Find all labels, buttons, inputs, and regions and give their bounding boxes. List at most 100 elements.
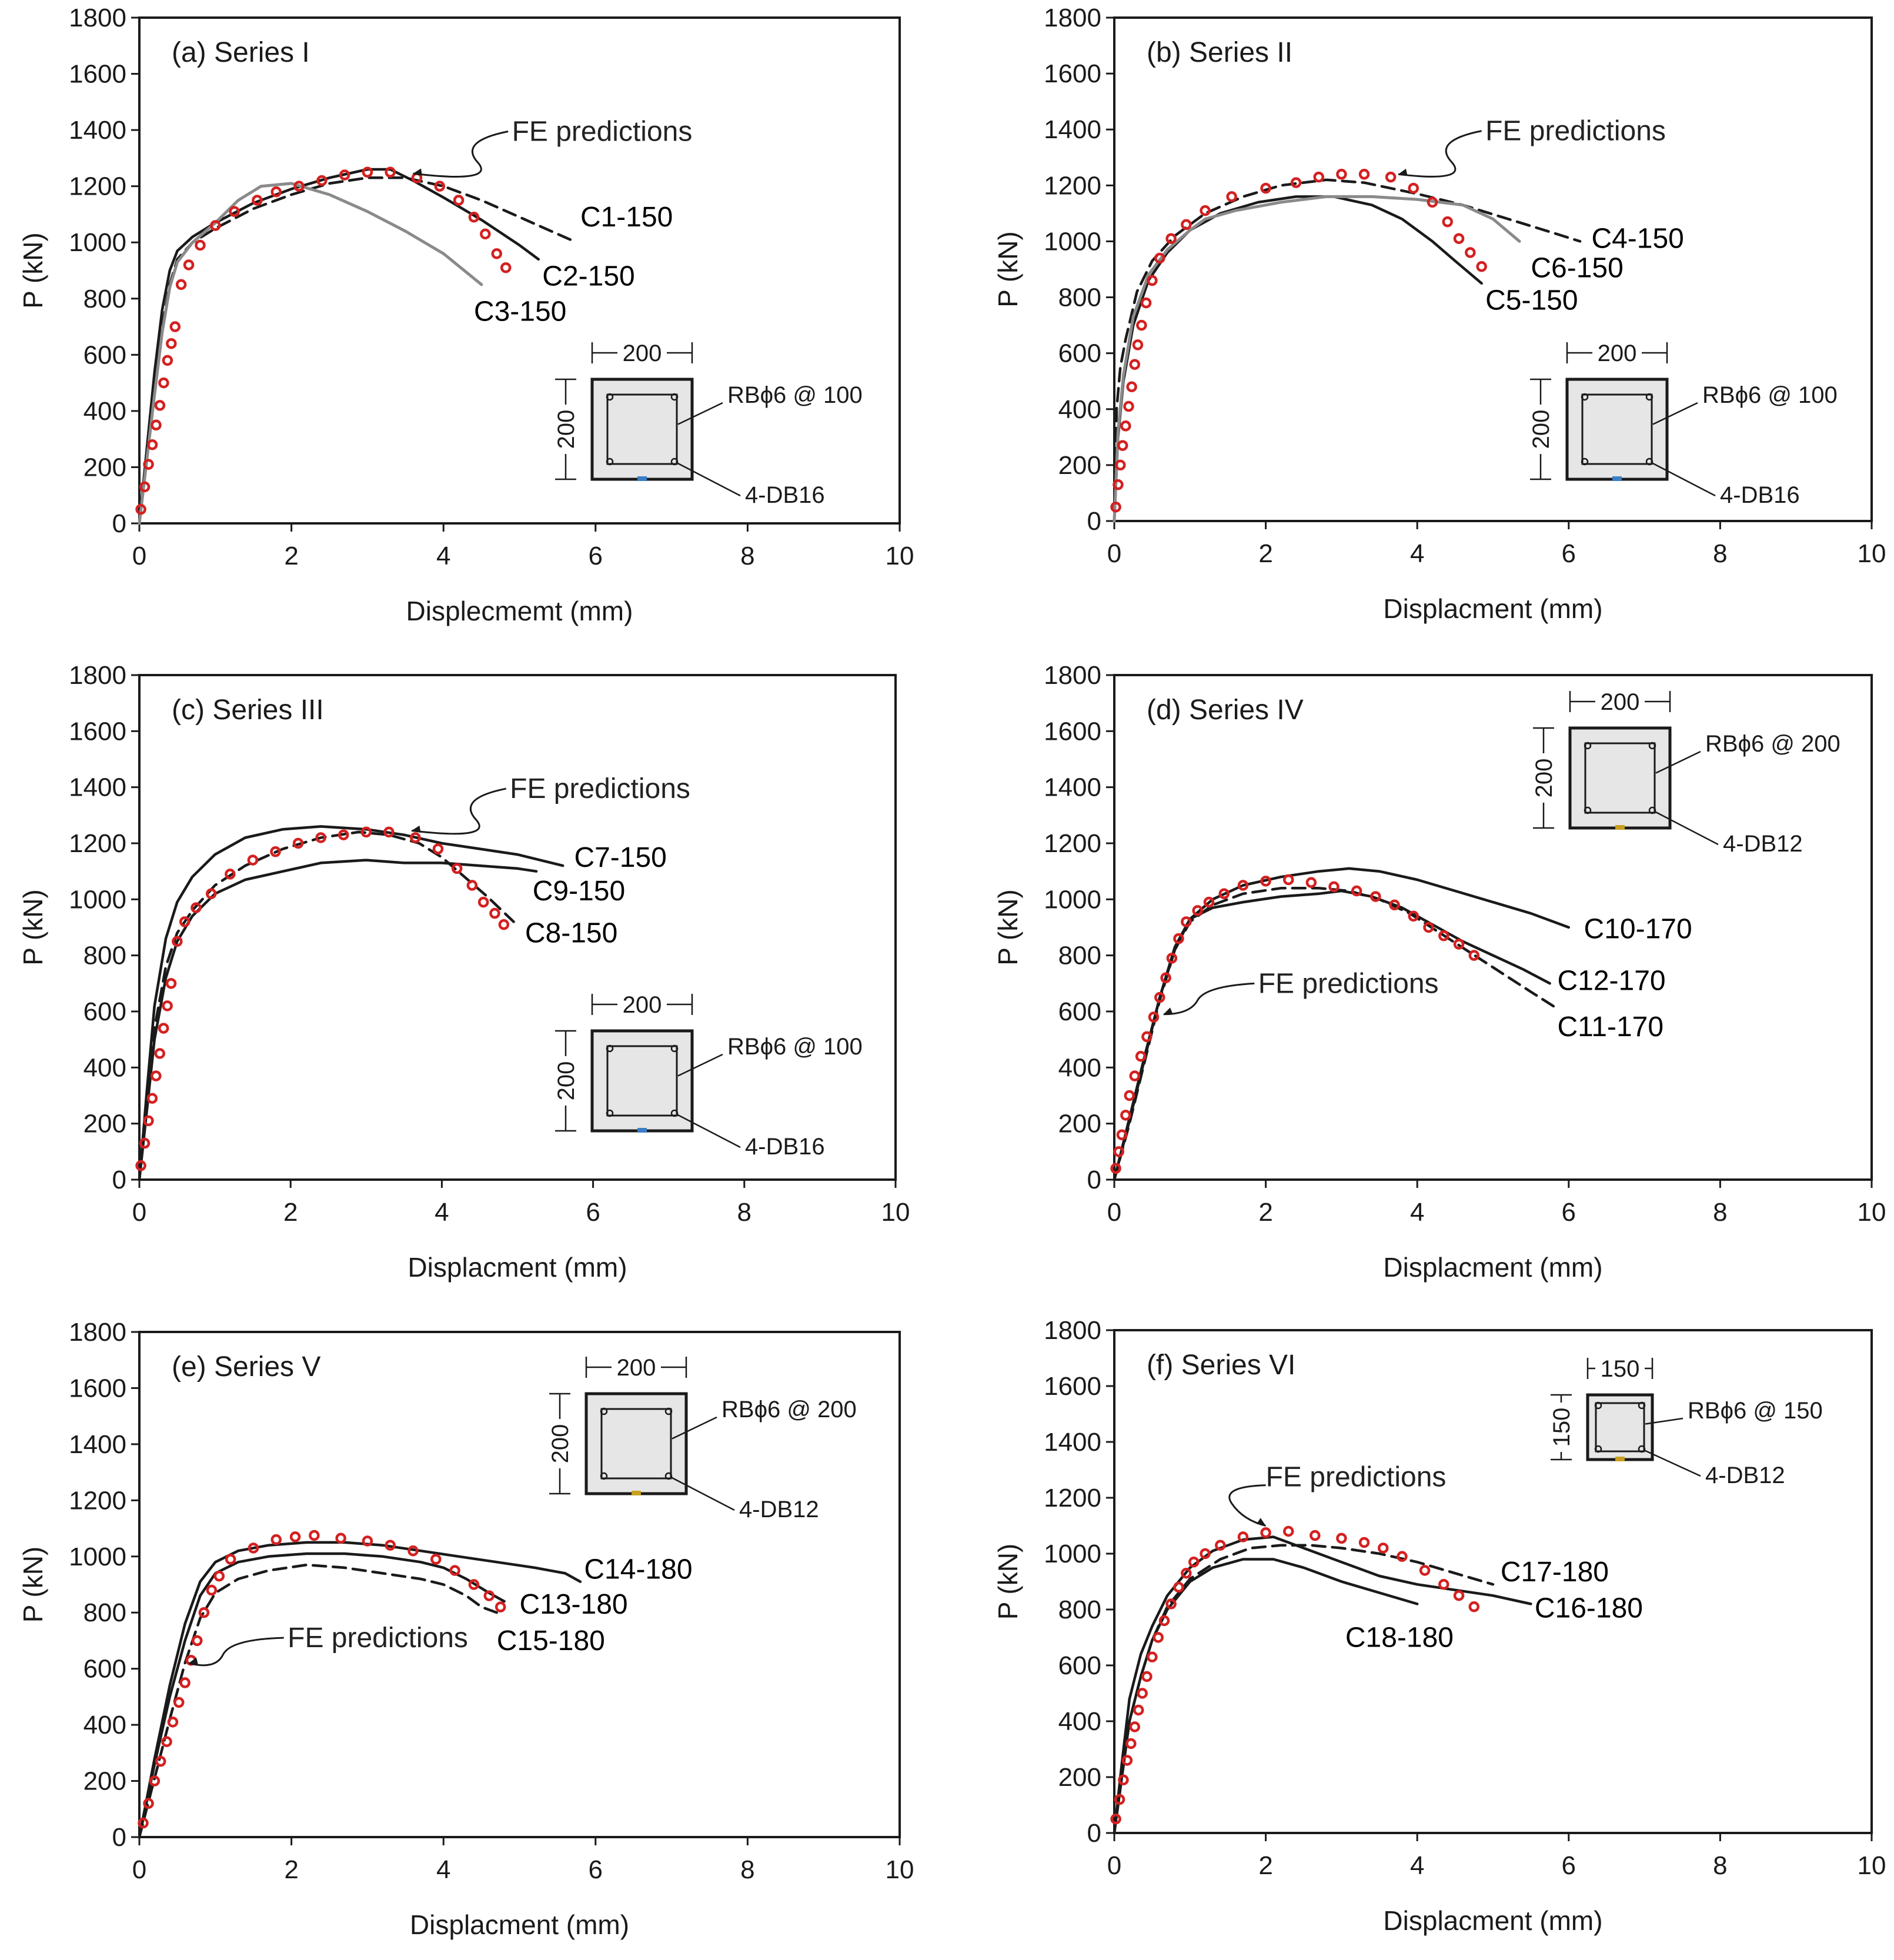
fe-point — [453, 195, 465, 206]
y-tick-label: 1600 — [1044, 1372, 1101, 1401]
fe-point — [1129, 359, 1141, 370]
fe-point — [1116, 1129, 1128, 1140]
fe-point — [1124, 1090, 1135, 1101]
series-line-c18-180 — [1113, 1558, 1419, 1835]
y-tick-label: 200 — [1058, 1110, 1101, 1138]
rebar-circle — [1645, 393, 1654, 401]
fe-point — [252, 195, 263, 206]
fe-point — [248, 1542, 259, 1554]
fe-point — [1181, 916, 1192, 927]
series-label-c12-170: C12-170 — [1557, 966, 1665, 997]
stirrup-label: RBϕ6 @ 100 — [727, 382, 863, 408]
y-tick-label: 800 — [1058, 941, 1101, 970]
fe-point — [1385, 171, 1397, 183]
panel-title: (a) Series I — [172, 37, 310, 68]
fe-point — [1166, 953, 1178, 964]
y-tick-label: 1400 — [69, 773, 126, 802]
cross-section-inset: 200 200 RBϕ6 @ 200 4-DB12 — [546, 1353, 857, 1522]
y-axis-title: P (kN) — [993, 1544, 1023, 1620]
fe-point — [315, 832, 326, 843]
series-label-c4-150: C4-150 — [1591, 223, 1683, 255]
dimension-label-bg — [552, 1056, 580, 1106]
rebar-leader — [676, 462, 741, 497]
rebar-label: 4-DB16 — [745, 1134, 825, 1160]
rebar-circle — [1638, 1401, 1646, 1410]
x-tick-label: 4 — [1410, 539, 1424, 568]
rebar-label: 4-DB12 — [1723, 831, 1803, 857]
x-tick-label: 4 — [435, 1198, 449, 1227]
rebar-circle — [1584, 742, 1592, 750]
rebar-circle — [1594, 1401, 1602, 1410]
series-line-c4-150 — [1113, 178, 1582, 523]
fe-point — [1438, 930, 1449, 941]
series-label-c13-180: C13-180 — [520, 1589, 628, 1620]
y-tick-label: 400 — [1058, 1053, 1101, 1082]
fe-predictions-label: FE predictions — [510, 773, 690, 804]
fe-point — [1110, 501, 1121, 513]
fe-leader-line — [1398, 130, 1482, 178]
y-tick-label: 400 — [1058, 395, 1101, 424]
series-label-c17-180: C17-180 — [1501, 1557, 1609, 1588]
fe-point — [451, 863, 463, 874]
y-tick-label: 800 — [1058, 283, 1101, 312]
fe-arrowhead — [1398, 168, 1408, 176]
x-tick-label: 8 — [740, 542, 754, 570]
fe-point — [1129, 1721, 1141, 1732]
x-tick-label: 0 — [1107, 1198, 1121, 1227]
fe-arrowhead — [1163, 1007, 1173, 1014]
y-tick-label: 800 — [83, 1598, 126, 1627]
fe-point — [158, 1023, 169, 1034]
x-tick-label: 6 — [586, 1198, 600, 1227]
plot-frame — [1113, 16, 1873, 522]
stirrup-outline — [606, 1045, 678, 1117]
rebar-circle — [600, 1472, 608, 1480]
x-tick-label: 0 — [132, 542, 146, 570]
fe-point — [1158, 1615, 1170, 1627]
fe-point — [146, 1093, 158, 1104]
x-axis-title: Displecmemt (mm) — [406, 596, 633, 626]
series-line-c14-180 — [138, 1541, 582, 1839]
y-tick-label: 200 — [1058, 1763, 1101, 1792]
dimension-width-label: 200 — [1601, 689, 1640, 715]
series-line-c6-150 — [1113, 195, 1521, 523]
rebar-circle — [664, 1407, 673, 1415]
fe-point — [338, 829, 349, 840]
series-line-c15-180 — [138, 1563, 498, 1839]
x-tick-label: 4 — [436, 542, 450, 570]
x-tick-label: 6 — [589, 1855, 603, 1884]
dimension-width-label: 200 — [1598, 340, 1637, 366]
fe-point — [1154, 252, 1165, 264]
y-tick-label: 0 — [1087, 1819, 1101, 1848]
fe-point — [1125, 1738, 1137, 1749]
rebar-circle — [670, 1109, 679, 1117]
stirrup-label: RBϕ6 @ 150 — [1688, 1398, 1823, 1424]
fe-point — [385, 166, 396, 178]
fe-point — [139, 1137, 151, 1149]
fe-predictions-label: FE predictions — [1258, 968, 1439, 999]
fe-point — [434, 181, 445, 192]
fe-predictions-label: FE predictions — [288, 1622, 468, 1654]
stirrup-outline — [1595, 1402, 1645, 1453]
fe-point — [1173, 933, 1184, 944]
series-label-c9-150: C9-150 — [533, 876, 625, 907]
panel-5: 0 200 400 600 800 1000 1200 1400 1600 1800 0 2 4 6 8 10… — [18, 1318, 914, 1940]
x-tick-label: 0 — [1107, 539, 1121, 568]
panel-title: (d) Series IV — [1147, 694, 1304, 726]
fe-point — [1453, 939, 1465, 950]
x-tick-label: 2 — [284, 1855, 298, 1884]
fe-point — [1133, 1704, 1144, 1716]
fe-leader-line — [1163, 982, 1255, 1016]
fe-predictions-label: FE predictions — [1485, 116, 1666, 147]
y-axis-title: P (kN) — [18, 889, 48, 966]
fe-point — [270, 846, 281, 857]
fe-point — [1282, 874, 1294, 886]
fe-point — [432, 843, 444, 854]
y-tick-label: 1800 — [1044, 1316, 1101, 1345]
fe-point — [138, 1817, 149, 1829]
plot-frame — [138, 674, 897, 1181]
x-tick-label: 10 — [1858, 1851, 1886, 1880]
fe-point — [1165, 233, 1177, 244]
dimension-label-bg — [617, 990, 667, 1019]
fe-point — [292, 837, 304, 849]
fe-point — [247, 854, 259, 866]
